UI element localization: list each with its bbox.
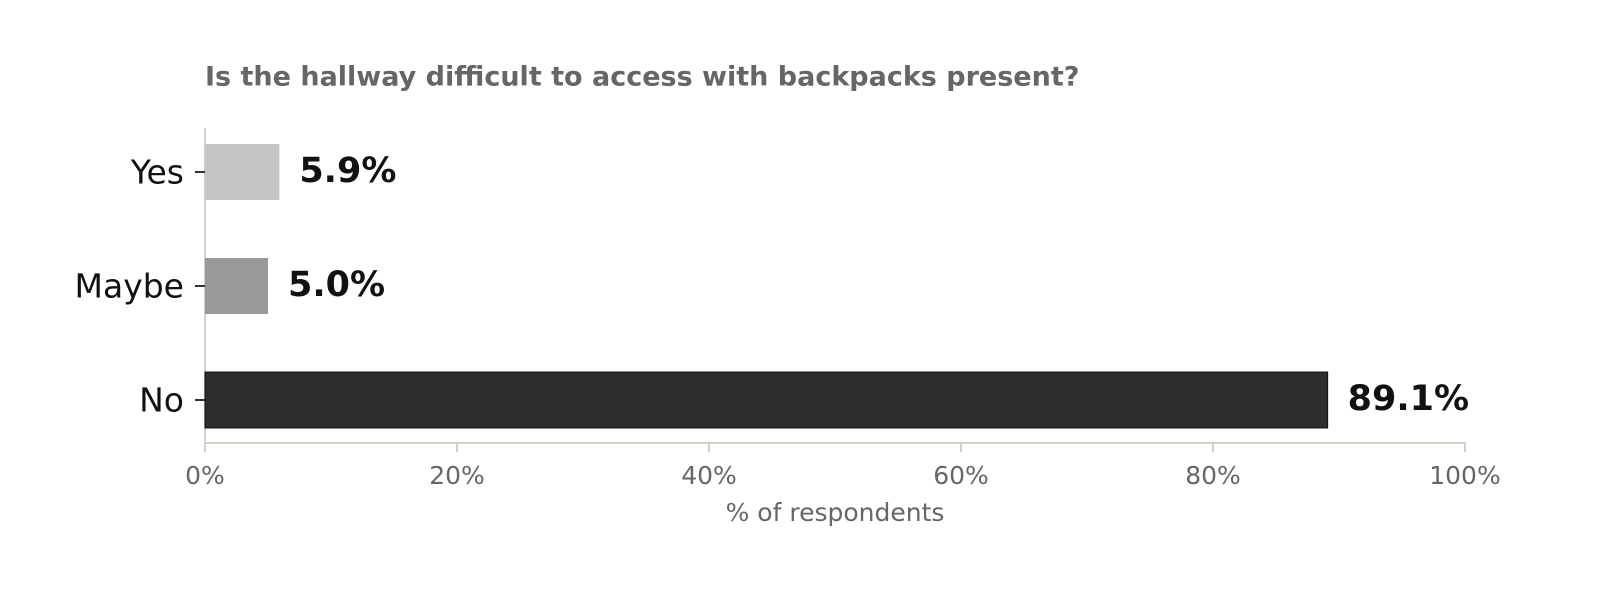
- value-label: 89.1%: [1348, 379, 1469, 419]
- x-tick-label: 80%: [1185, 461, 1241, 490]
- x-axis-label: % of respondents: [726, 498, 945, 527]
- x-tick-label: 40%: [681, 461, 737, 490]
- y-tick-label: Maybe: [75, 267, 184, 306]
- bar: [205, 258, 268, 314]
- value-label: 5.0%: [288, 265, 385, 305]
- x-tick-label: 60%: [933, 461, 989, 490]
- y-tick-label: Yes: [130, 153, 184, 192]
- bar: [205, 144, 280, 200]
- x-tick-label: 20%: [429, 461, 485, 490]
- y-tick-label: No: [139, 381, 184, 420]
- x-tick-label: 100%: [1429, 461, 1500, 490]
- x-tick-label: 0%: [185, 461, 225, 490]
- chart-title: Is the hallway difficult to access with …: [205, 62, 1079, 93]
- value-label: 5.9%: [299, 151, 396, 191]
- bar: [204, 371, 1329, 429]
